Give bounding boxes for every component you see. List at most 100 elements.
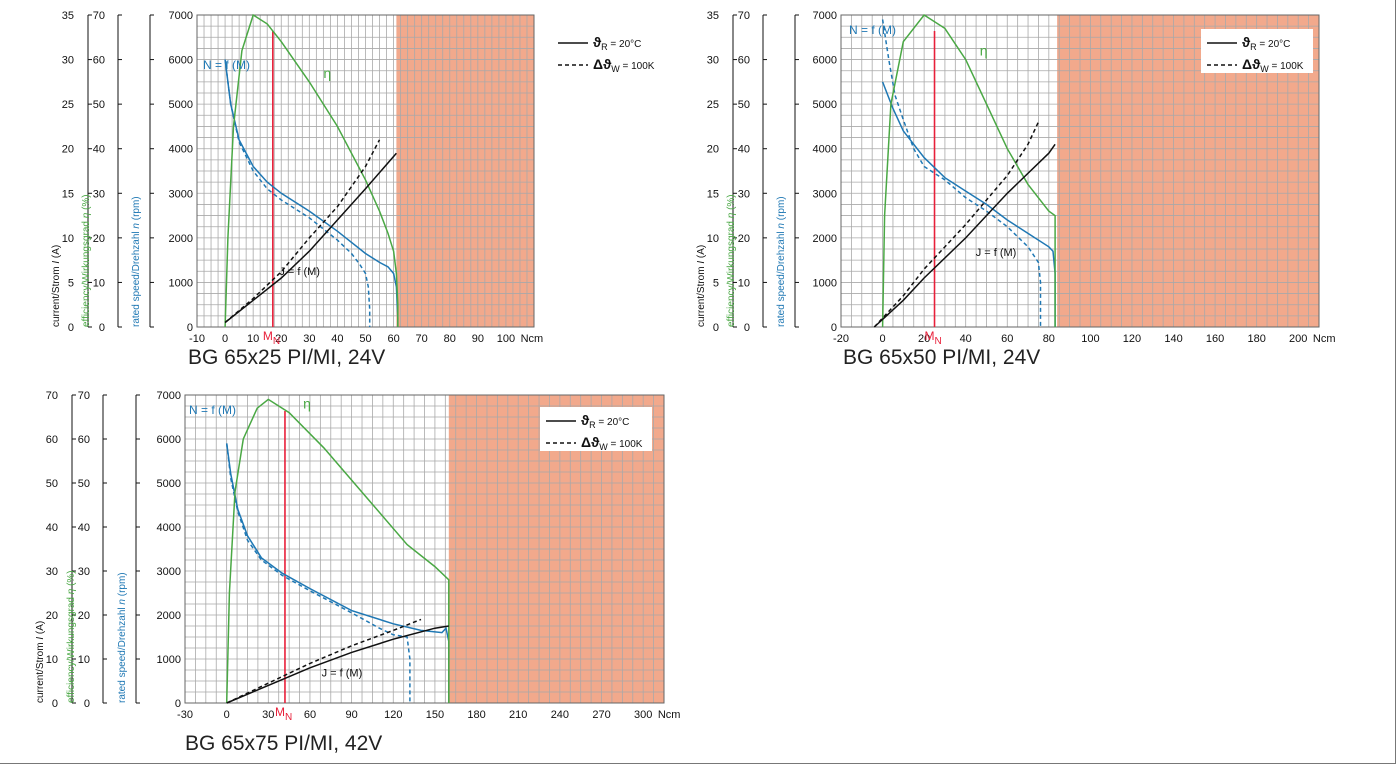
x-tick-label: 40 <box>331 333 343 345</box>
efficiency-solid-curve <box>225 398 450 704</box>
x-tick-label: 30 <box>262 709 274 721</box>
current-axis-title-symbol: I <box>696 261 707 264</box>
speed-axis-title: rated speed/Drehzahl n (rpm) <box>117 572 128 703</box>
current-tick-label: 35 <box>62 10 74 22</box>
x-tick-label: 80 <box>444 333 456 345</box>
efficiency-tick-label: 30 <box>93 188 105 200</box>
speed-dashed-curve <box>224 59 371 327</box>
efficiency-solid-curve <box>881 13 1056 328</box>
current-dashed-curve <box>226 618 422 704</box>
current-axis-title-unit: (A) <box>35 621 46 637</box>
legend-dashed-tail: = 100K <box>620 61 655 72</box>
rated-m: M <box>263 329 273 343</box>
legend-dashed-sym: Δϑ <box>1242 56 1261 72</box>
speed-tick-label: 6000 <box>157 434 181 446</box>
speed-tick-label: 4000 <box>813 144 837 156</box>
efficiency-axis-title-text: efficiency/Wirkungsgrad <box>66 594 77 703</box>
speed-axis-title-text: rated speed/Drehzahl <box>131 229 142 327</box>
current-tick-label: 35 <box>707 10 719 22</box>
current-tick-label: 20 <box>62 144 74 156</box>
x-tick-label: 40 <box>960 333 972 345</box>
efficiency-tick-label: 60 <box>78 434 90 446</box>
current-tick-label: 30 <box>46 566 58 578</box>
efficiency-axis-title-unit: (%) <box>81 194 92 212</box>
speed-solid-curve <box>225 443 450 703</box>
x-tick-label: 270 <box>592 709 610 721</box>
efficiency-axis: 0 10 20 30 40 50 60 70 <box>738 10 767 334</box>
legend-solid-sym: ϑ <box>593 34 602 50</box>
speed-tick-label: 5000 <box>157 478 181 490</box>
legend-solid-label: ϑR = 20°C <box>581 412 629 430</box>
rated-sub: N <box>273 336 280 347</box>
x-tick-label: 0 <box>224 709 230 721</box>
speed-tick-label: 1000 <box>169 277 193 289</box>
current-tick-label: 50 <box>46 478 58 490</box>
efficiency-tick-label: 0 <box>84 698 90 710</box>
current-tick-label: 15 <box>707 188 719 200</box>
chart-title-1: BG 65x25 PI/MI, 24V <box>188 346 386 369</box>
chart-title-3: BG 65x75 PI/MI, 42V <box>185 732 383 755</box>
x-tick-label: 90 <box>345 709 357 721</box>
rated-torque-label: MN <box>925 329 942 347</box>
speed-axis-title-symbol: n <box>131 223 142 229</box>
current-tick-label: 20 <box>46 610 58 622</box>
plot-border <box>184 394 665 704</box>
speed-tick-label: 2000 <box>157 610 181 622</box>
speed-axis-title-unit: (rpm) <box>131 196 142 223</box>
efficiency-tick-label: 70 <box>78 390 90 402</box>
chart-panel-1: -10 0 10 20 30 40 50 60 70 80 90 100 Ncm010002000300… <box>51 10 664 347</box>
x-tick-label: 50 <box>359 333 371 345</box>
legend-bg <box>1201 29 1313 73</box>
efficiency-axis: 0 10 20 30 40 50 60 70 <box>93 10 122 334</box>
current-tick-label: 60 <box>46 434 58 446</box>
current-tick-label: 70 <box>46 390 58 402</box>
speed-axis-title-unit: (rpm) <box>117 572 128 599</box>
speed-tick-label: 2000 <box>813 233 837 245</box>
speed-tick-label: 6000 <box>813 55 837 67</box>
legend: ϑR = 20°C ΔϑW = 100K <box>1201 29 1313 74</box>
speed-axis-title: rated speed/Drehzahl n (rpm) <box>776 196 787 327</box>
chart-title-2: BG 65x50 PI/MI, 24V <box>843 346 1041 369</box>
efficiency-tick-label: 70 <box>738 10 750 22</box>
x-tick-label: 70 <box>416 333 428 345</box>
efficiency-tick-label: 50 <box>738 99 750 111</box>
efficiency-axis-title: efficiency/Wirkungsgrad η (%) <box>726 194 737 327</box>
efficiency-tick-label: 20 <box>93 233 105 245</box>
rated-sub: N <box>285 712 292 723</box>
legend-dashed-label: ΔϑW = 100K <box>581 434 643 452</box>
speed-solid-curve <box>881 81 1056 327</box>
x-tick-label: 180 <box>467 709 485 721</box>
x-tick-label: 90 <box>472 333 484 345</box>
current-axis: 0 10 20 30 40 50 60 70 <box>46 390 76 710</box>
current-axis: 0 5 10 15 20 25 30 35 <box>707 10 737 334</box>
current-axis: 0 5 10 15 20 25 30 35 <box>62 10 92 334</box>
efficiency-tick-label: 30 <box>78 566 90 578</box>
legend-bg <box>552 29 664 73</box>
efficiency-axis: 0 10 20 30 40 50 60 70 <box>78 390 107 710</box>
efficiency-axis-title-symbol: η <box>81 212 92 218</box>
efficiency-tick-label: 10 <box>93 277 105 289</box>
efficiency-axis-title-unit: (%) <box>726 194 737 212</box>
x-tick-label: 140 <box>1164 333 1182 345</box>
speed-curve-label: N = f (M) <box>189 403 236 417</box>
rated-m: M <box>925 329 935 343</box>
x-tick-label: 210 <box>509 709 527 721</box>
efficiency-axis-title-text: efficiency/Wirkungsgrad <box>726 218 737 327</box>
speed-tick-label: 1000 <box>813 277 837 289</box>
current-axis-title: current/Strom I (A) <box>696 245 707 327</box>
x-tick-label: 20 <box>918 333 930 345</box>
grid <box>196 14 535 328</box>
speed-tick-label: 5000 <box>169 99 193 111</box>
current-solid-curve <box>224 152 397 324</box>
legend-dashed-sub: W <box>1260 64 1269 74</box>
speed-axis-title-unit: (rpm) <box>776 196 787 223</box>
rated-torque-label: MN <box>275 705 292 723</box>
current-axis-title: current/Strom I (A) <box>35 621 46 703</box>
speed-tick-label: 2000 <box>169 233 193 245</box>
speed-tick-label: 0 <box>187 322 193 334</box>
x-unit-label: Ncm <box>1313 333 1336 345</box>
efficiency-tick-label: 60 <box>738 55 750 67</box>
current-solid-curve <box>226 625 449 704</box>
current-tick-label: 5 <box>68 277 74 289</box>
current-tick-label: 0 <box>713 322 719 334</box>
